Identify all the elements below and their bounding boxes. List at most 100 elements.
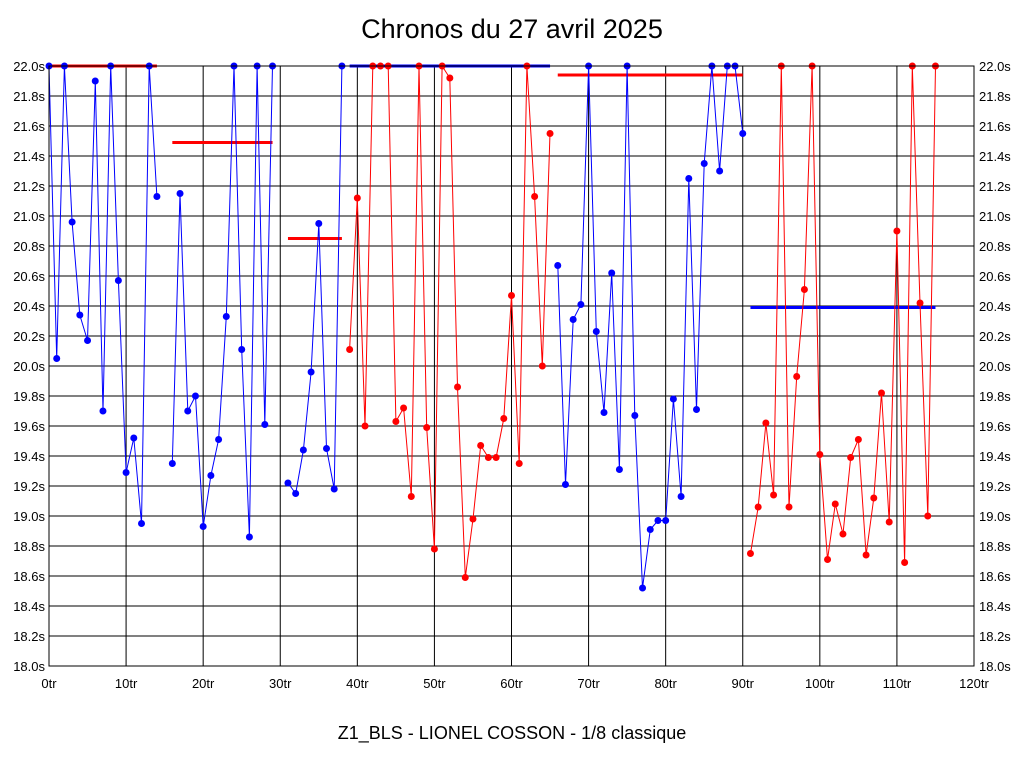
data-point — [114, 277, 122, 284]
series-line — [349, 64, 551, 578]
data-point — [762, 419, 770, 427]
data-point — [800, 286, 808, 293]
y-tick-label-right: 19.8s — [979, 389, 1011, 404]
y-tick-label-right: 21.8s — [979, 89, 1011, 104]
chart-title: Chronos du 27 avril 2025 — [361, 14, 663, 44]
data-point — [561, 481, 569, 488]
data-point — [508, 292, 515, 299]
y-tick-label-left: 20.6s — [13, 269, 45, 284]
data-point — [554, 262, 562, 269]
tick-labels: 18.0s 18.0s 18.2s 18.2s 18.4s 18.4s 18.6s 18.6s… — [13, 59, 1011, 691]
data-point — [261, 421, 269, 428]
y-tick-label-right: 19.4s — [979, 449, 1011, 464]
data-point — [53, 355, 61, 362]
data-point — [646, 526, 654, 533]
data-point — [130, 434, 138, 442]
data-point — [916, 299, 924, 307]
y-tick-label-right: 20.8s — [979, 239, 1011, 254]
data-point — [392, 418, 400, 425]
y-tick-label-left: 18.0s — [13, 659, 45, 674]
data-point — [122, 469, 130, 476]
data-point — [153, 193, 161, 200]
data-point — [770, 491, 778, 499]
data-point — [500, 415, 508, 422]
data-point — [184, 407, 192, 415]
y-tick-label-left: 20.0s — [13, 359, 45, 374]
data-point — [901, 559, 909, 566]
x-tick-label: 20tr — [192, 676, 215, 691]
data-point — [878, 389, 885, 397]
data-point — [423, 424, 431, 431]
y-tick-label-right: 20.2s — [979, 329, 1011, 344]
data-point — [847, 454, 855, 461]
y-tick-label-left: 21.2s — [13, 179, 45, 194]
data-point — [538, 362, 546, 370]
data-point — [68, 218, 76, 226]
data-point — [292, 490, 300, 497]
y-tick-label-right: 18.0s — [979, 659, 1011, 674]
y-tick-label-right: 21.4s — [979, 149, 1011, 164]
series-line — [750, 65, 936, 563]
data-point — [84, 337, 92, 344]
data-point — [323, 445, 330, 452]
y-tick-label-right: 19.0s — [979, 509, 1011, 524]
y-tick-label-right: 20.0s — [979, 359, 1011, 374]
data-point — [199, 523, 207, 530]
y-tick-label-right: 18.2s — [979, 629, 1011, 644]
data-point — [754, 503, 762, 511]
data-point — [685, 175, 693, 182]
data-point — [893, 227, 901, 235]
data-point — [168, 460, 176, 467]
data-point — [400, 404, 408, 412]
data-point — [831, 500, 839, 508]
series-line — [557, 65, 744, 589]
y-tick-label-left: 22.0s — [13, 59, 45, 74]
series-run4 — [346, 62, 554, 581]
data-point — [924, 512, 932, 520]
x-tick-label: 40tr — [346, 676, 369, 691]
data-point — [669, 395, 677, 403]
data-point — [515, 460, 523, 467]
data-point — [353, 194, 361, 202]
data-point — [284, 479, 292, 487]
y-tick-label-left: 19.6s — [13, 419, 45, 434]
data-point — [191, 392, 199, 400]
data-point — [700, 160, 708, 167]
data-point — [600, 409, 608, 416]
x-tick-label: 10tr — [115, 676, 138, 691]
data-point — [454, 383, 462, 391]
series-line — [287, 65, 343, 495]
data-point — [608, 269, 616, 277]
series-run6 — [746, 62, 939, 566]
y-tick-label-right: 18.8s — [979, 539, 1011, 554]
data-point — [315, 220, 323, 227]
x-tick-label: 30tr — [269, 676, 292, 691]
data-point — [862, 551, 870, 559]
data-point — [577, 301, 585, 308]
series-line — [48, 65, 158, 524]
data-point — [461, 574, 469, 581]
y-tick-label-left: 21.6s — [13, 119, 45, 134]
series-run2 — [168, 62, 277, 541]
data-point — [839, 530, 847, 538]
x-tick-label: 110tr — [883, 676, 912, 691]
y-tick-label-left: 19.4s — [13, 449, 45, 464]
data-point — [477, 442, 485, 449]
plot-frame — [48, 65, 975, 667]
data-point — [407, 493, 415, 500]
data-point — [793, 373, 801, 380]
y-tick-label-right: 21.6s — [979, 119, 1011, 134]
data-point — [816, 451, 824, 458]
series-run3 — [284, 62, 346, 497]
data-point — [639, 584, 647, 592]
series-run5 — [554, 62, 747, 592]
grid — [48, 65, 975, 667]
data-point — [138, 520, 145, 527]
data-point — [824, 556, 832, 563]
data-point — [207, 472, 215, 479]
y-tick-label-right: 18.4s — [979, 599, 1011, 614]
y-tick-label-left: 20.4s — [13, 299, 45, 314]
y-tick-label-right: 21.2s — [979, 179, 1011, 194]
data-point — [677, 493, 685, 500]
